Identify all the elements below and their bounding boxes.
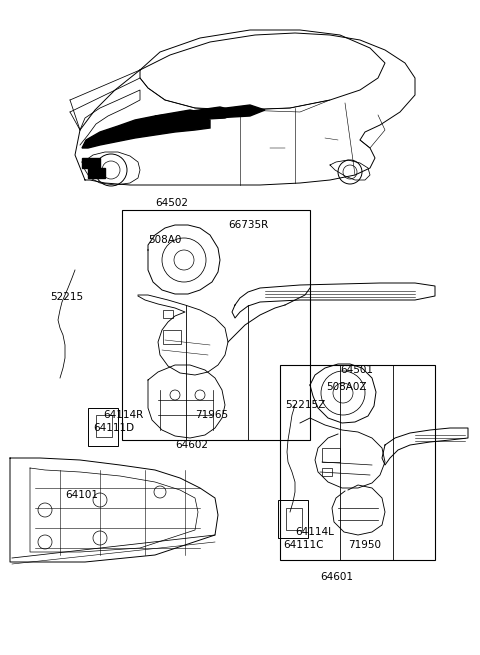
Text: 64602: 64602 xyxy=(175,440,208,450)
Bar xyxy=(278,500,308,538)
Bar xyxy=(88,408,118,446)
Polygon shape xyxy=(88,168,105,178)
Polygon shape xyxy=(82,158,100,168)
Text: 64111D: 64111D xyxy=(93,423,134,433)
Polygon shape xyxy=(82,114,210,148)
Polygon shape xyxy=(155,110,215,126)
Bar xyxy=(322,448,340,462)
Polygon shape xyxy=(185,107,240,120)
Text: 64101: 64101 xyxy=(65,490,98,500)
Text: 66735R: 66735R xyxy=(228,220,268,230)
Bar xyxy=(122,210,310,440)
Text: 71950: 71950 xyxy=(348,540,381,550)
Text: 52215Z: 52215Z xyxy=(285,400,325,410)
Text: 64501: 64501 xyxy=(340,365,373,375)
Bar xyxy=(286,508,302,530)
Text: 64601: 64601 xyxy=(320,572,353,582)
Polygon shape xyxy=(210,105,265,118)
Text: 64114L: 64114L xyxy=(295,527,334,537)
Bar xyxy=(322,468,332,476)
Text: 64114R: 64114R xyxy=(103,410,143,420)
Text: 64111C: 64111C xyxy=(283,540,324,550)
Text: 71965: 71965 xyxy=(195,410,228,420)
Text: 64502: 64502 xyxy=(155,198,188,208)
Text: 508A0Z: 508A0Z xyxy=(326,382,367,392)
Bar xyxy=(163,310,173,318)
Bar xyxy=(280,365,435,560)
Bar xyxy=(96,415,112,437)
Text: 52215: 52215 xyxy=(50,292,83,302)
Bar xyxy=(163,330,181,344)
Text: 508A0: 508A0 xyxy=(148,235,181,245)
